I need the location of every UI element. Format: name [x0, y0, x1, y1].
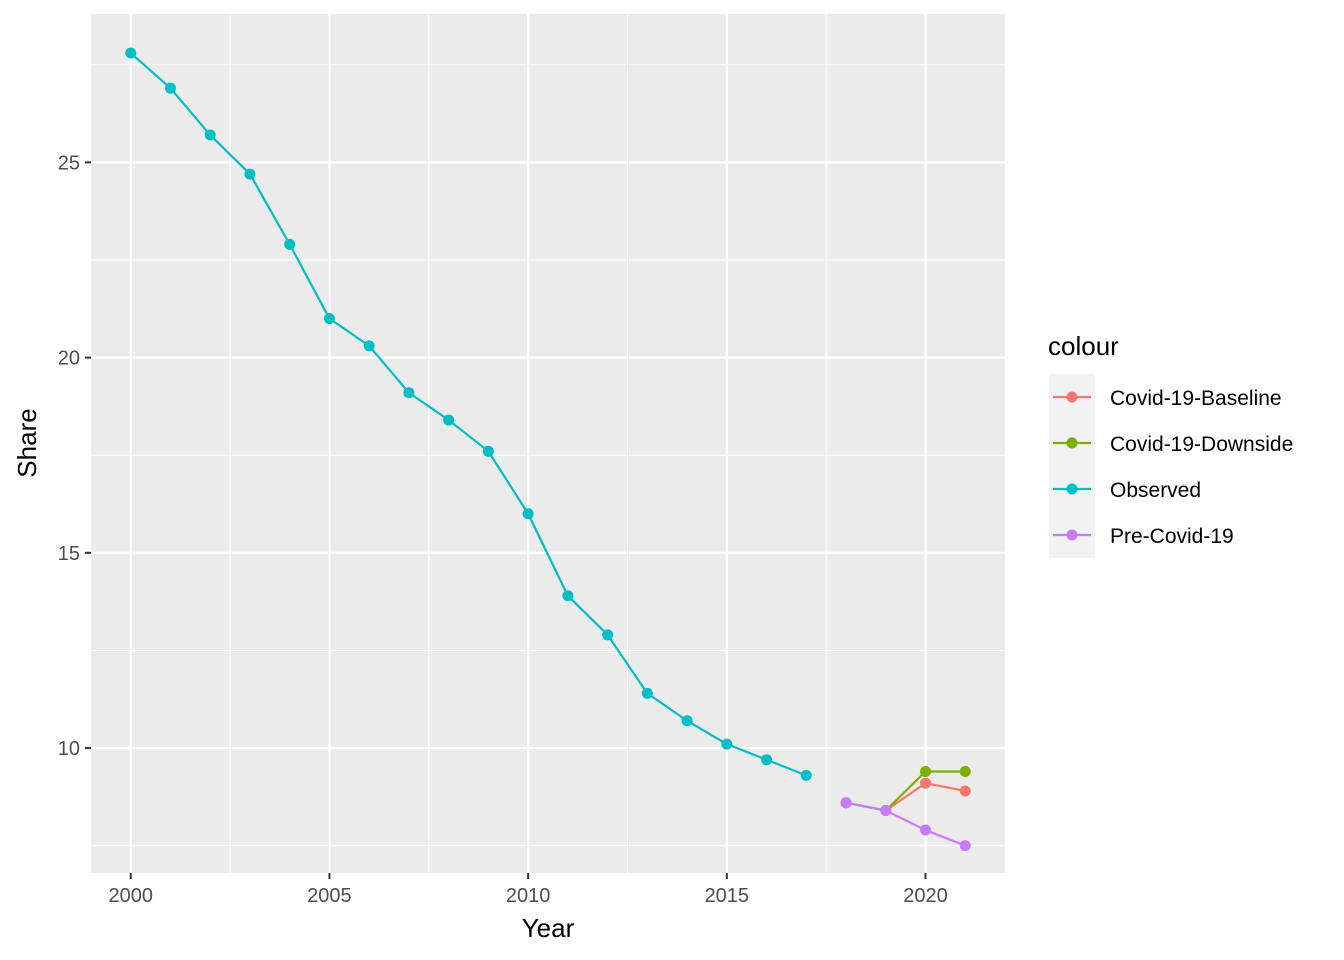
y-axis: 10 15 20 25 [58, 152, 91, 760]
data-point-observed [284, 238, 296, 250]
data-point-observed [641, 687, 653, 699]
data-point-pre-covid-19 [959, 840, 971, 852]
data-point-pre-covid-19 [880, 805, 892, 817]
legend-label: Covid-19-Baseline [1110, 387, 1282, 410]
data-point-observed [721, 738, 733, 750]
legend-label: Covid-19-Downside [1110, 433, 1293, 456]
data-point-observed [244, 168, 256, 180]
data-point-observed [602, 629, 614, 641]
data-point-observed [761, 754, 773, 766]
data-point-observed [164, 82, 176, 94]
legend: colour Covid-19-Baseline Covid-19-Downsid… [1048, 331, 1293, 558]
legend-key-point [1066, 391, 1078, 403]
y-tick-label: 15 [58, 543, 80, 565]
data-point-covid-19-downside [959, 765, 971, 777]
data-point-pre-covid-19 [920, 824, 932, 836]
data-point-covid-19-baseline [920, 777, 932, 789]
y-tick-label: 25 [58, 152, 80, 174]
data-point-observed [562, 590, 574, 602]
data-point-observed [125, 47, 137, 59]
minor-gridlines [91, 14, 1005, 873]
data-point-observed [204, 129, 216, 141]
data-point-covid-19-downside [920, 765, 932, 777]
x-tick-label: 2010 [506, 885, 551, 907]
x-tick-label: 2000 [108, 885, 153, 907]
plot-panel [91, 14, 1005, 873]
legend-label: Observed [1110, 479, 1201, 502]
legend-key-point [1066, 529, 1078, 541]
data-point-observed [403, 387, 415, 399]
legend-label: Pre-Covid-19 [1110, 525, 1234, 548]
series-layer [125, 47, 971, 852]
data-point-observed [522, 508, 534, 520]
x-axis-title: Year [522, 913, 575, 943]
data-point-observed [323, 313, 335, 325]
y-axis-title: Share [12, 408, 42, 477]
x-axis: 2000 2005 2010 2015 2020 [108, 873, 948, 907]
series-line-observed [130, 52, 807, 777]
data-point-pre-covid-19 [840, 797, 852, 809]
y-tick-label: 10 [58, 738, 80, 760]
legend-key-point [1066, 483, 1078, 495]
data-point-observed [482, 445, 494, 457]
data-point-observed [363, 340, 375, 352]
data-point-observed [681, 715, 693, 727]
legend-key-point [1066, 437, 1078, 449]
y-tick-label: 20 [58, 348, 80, 370]
series-line-pre-covid-19 [845, 801, 966, 847]
data-point-observed [800, 769, 812, 781]
major-gridlines [91, 14, 1005, 873]
data-point-covid-19-baseline [959, 785, 971, 797]
data-point-observed [443, 414, 455, 426]
x-tick-label: 2005 [307, 885, 352, 907]
x-tick-label: 2015 [705, 885, 750, 907]
legend-title: colour [1048, 331, 1119, 361]
x-tick-label: 2020 [903, 885, 948, 907]
